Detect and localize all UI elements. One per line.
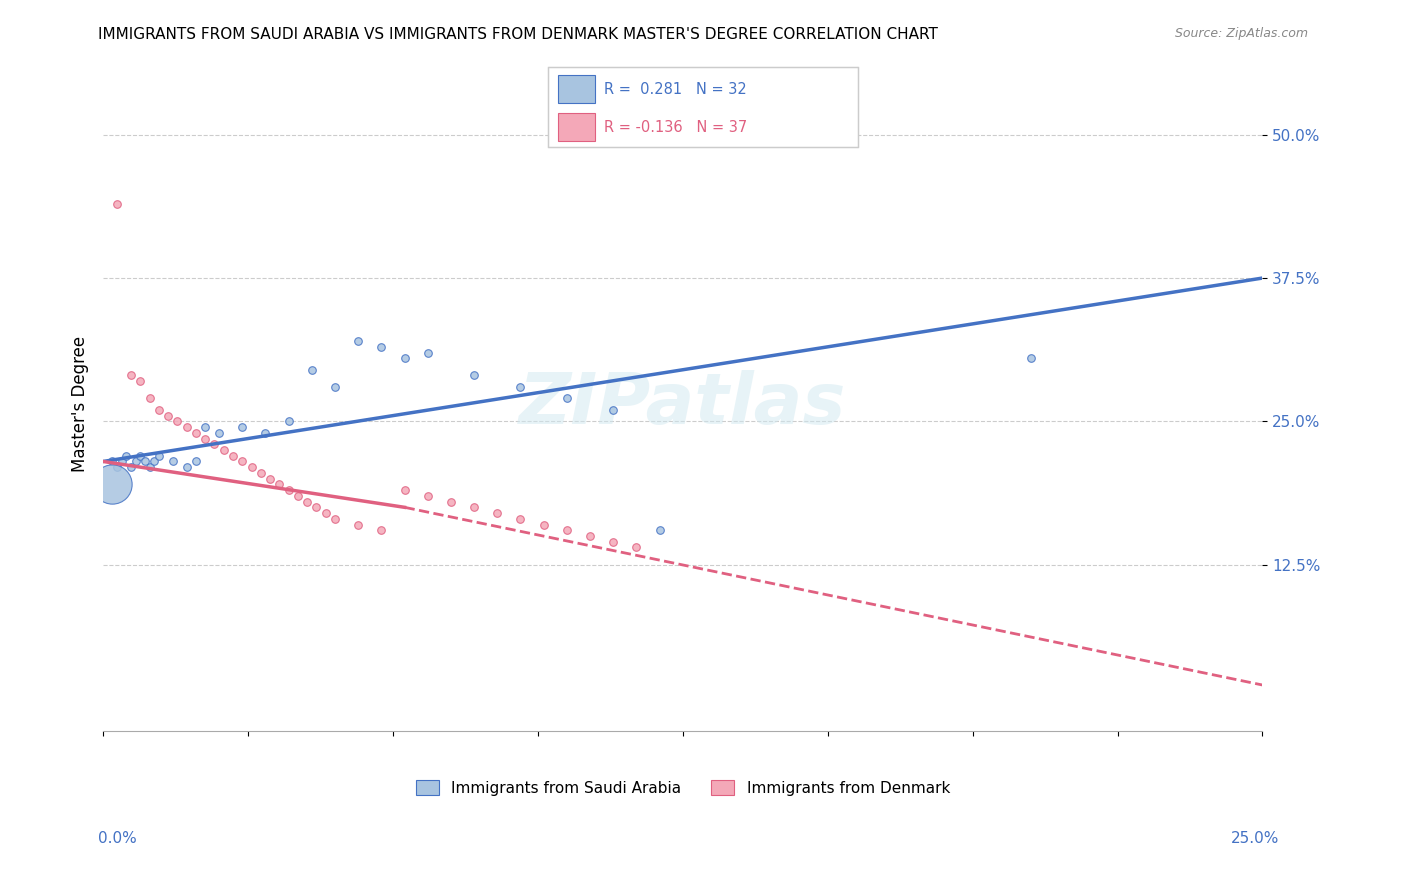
Point [120,368,142,383]
Point [166,414,188,428]
Point [124,454,146,468]
Point [323,512,346,526]
Point [184,425,207,440]
Text: Source: ZipAtlas.com: Source: ZipAtlas.com [1174,27,1308,40]
Point [509,380,531,394]
Bar [558,75,595,103]
Point [463,500,485,515]
Text: R = -0.136   N = 37: R = -0.136 N = 37 [605,120,747,135]
Point [315,506,337,520]
Point [440,494,463,508]
Point [416,345,439,359]
Point [231,454,253,468]
Point [176,420,198,434]
Point [509,512,531,526]
Point [231,420,253,434]
Point [301,363,323,377]
Point [370,340,392,354]
Text: 0.0%: 0.0% [98,831,138,847]
Point [105,460,128,475]
Point [486,506,509,520]
Point [648,523,671,537]
Point [184,454,207,468]
Point [277,483,299,497]
Point [1019,351,1042,366]
Point [143,454,166,468]
Point [120,460,142,475]
Point [579,529,602,543]
Point [138,392,160,406]
Point [555,523,578,537]
Bar [558,112,595,141]
Point [204,437,226,451]
Point [101,477,124,491]
Point [626,541,648,555]
Point [287,489,309,503]
Point [394,483,416,497]
Point [138,460,160,475]
Text: 25.0%: 25.0% [1232,831,1279,847]
Point [305,500,328,515]
Point [323,380,346,394]
Text: ZIPatlas: ZIPatlas [519,369,846,439]
Point [176,460,198,475]
Point [555,392,578,406]
Point [347,334,370,348]
Point [111,454,134,468]
Point [533,517,555,532]
Point [115,449,138,463]
Point [105,196,128,211]
Point [295,494,318,508]
Point [129,374,152,388]
Point [101,454,124,468]
Point [212,442,235,457]
Point [277,414,299,428]
Point [347,517,370,532]
Point [157,409,180,423]
Point [240,460,263,475]
Point [254,425,277,440]
Point [463,368,485,383]
Point [259,472,281,486]
Point [269,477,291,491]
Point [602,534,624,549]
Point [249,466,271,480]
Y-axis label: Master's Degree: Master's Degree [72,336,89,472]
Point [222,449,245,463]
Point [194,432,217,446]
Point [208,425,231,440]
Point [394,351,416,366]
Point [416,489,439,503]
Legend: Immigrants from Saudi Arabia, Immigrants from Denmark: Immigrants from Saudi Arabia, Immigrants… [409,773,956,802]
Point [148,449,170,463]
Point [134,454,156,468]
Point [602,403,624,417]
Text: IMMIGRANTS FROM SAUDI ARABIA VS IMMIGRANTS FROM DENMARK MASTER'S DEGREE CORRELAT: IMMIGRANTS FROM SAUDI ARABIA VS IMMIGRAN… [98,27,938,42]
Point [162,454,184,468]
Text: R =  0.281   N = 32: R = 0.281 N = 32 [605,82,747,97]
Point [148,403,170,417]
Point [370,523,392,537]
Point [129,449,152,463]
Point [194,420,217,434]
